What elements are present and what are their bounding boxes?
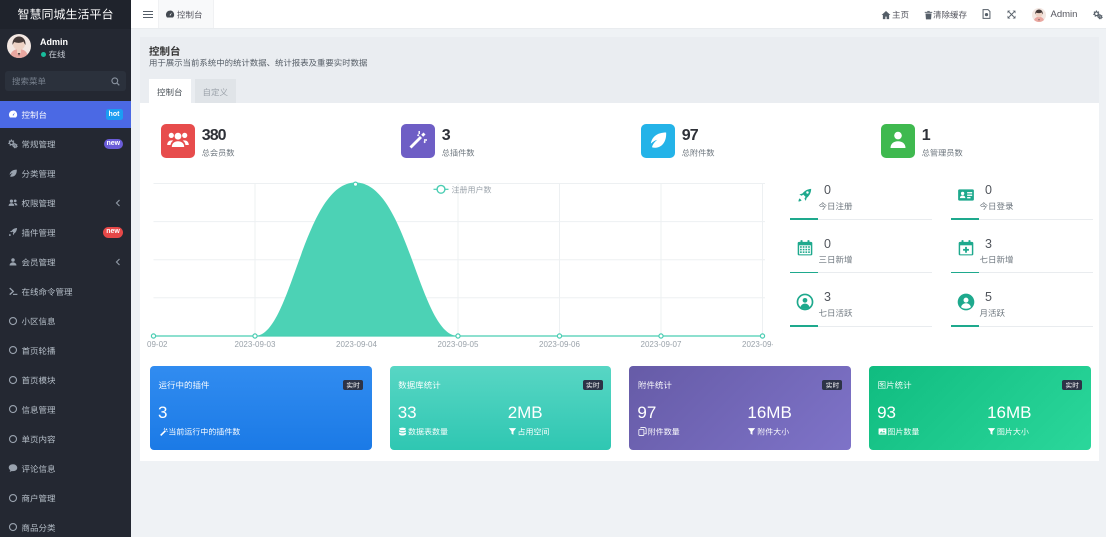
svg-text:2023-09-03: 2023-09-03	[235, 340, 276, 349]
svg-text:2023-09-04: 2023-09-04	[336, 340, 377, 349]
svg-text:2023-09-05: 2023-09-05	[438, 340, 479, 349]
svg-text:2023-09-07: 2023-09-07	[641, 340, 682, 349]
svg-text:2023-09-08: 2023-09-08	[742, 340, 773, 349]
svg-text:09-02: 09-02	[147, 340, 168, 349]
svg-text:2023-09-06: 2023-09-06	[539, 340, 580, 349]
